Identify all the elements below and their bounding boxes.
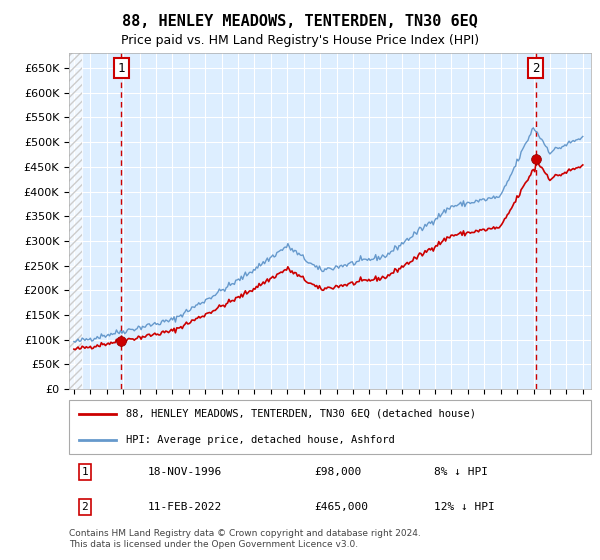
Text: 2: 2 bbox=[81, 502, 88, 512]
FancyBboxPatch shape bbox=[69, 400, 591, 454]
Text: Contains HM Land Registry data © Crown copyright and database right 2024.
This d: Contains HM Land Registry data © Crown c… bbox=[69, 529, 421, 549]
Text: 88, HENLEY MEADOWS, TENTERDEN, TN30 6EQ (detached house): 88, HENLEY MEADOWS, TENTERDEN, TN30 6EQ … bbox=[127, 409, 476, 419]
Point bbox=[116, 337, 126, 346]
Text: 1: 1 bbox=[81, 467, 88, 477]
Point bbox=[531, 155, 541, 164]
Text: 2: 2 bbox=[532, 62, 539, 74]
Text: 8% ↓ HPI: 8% ↓ HPI bbox=[434, 467, 488, 477]
Text: 11-FEB-2022: 11-FEB-2022 bbox=[148, 502, 221, 512]
Polygon shape bbox=[69, 53, 82, 389]
Text: Price paid vs. HM Land Registry's House Price Index (HPI): Price paid vs. HM Land Registry's House … bbox=[121, 34, 479, 46]
Text: HPI: Average price, detached house, Ashford: HPI: Average price, detached house, Ashf… bbox=[127, 435, 395, 445]
Text: £98,000: £98,000 bbox=[314, 467, 362, 477]
Text: 1: 1 bbox=[118, 62, 125, 74]
Text: £465,000: £465,000 bbox=[314, 502, 368, 512]
Text: 18-NOV-1996: 18-NOV-1996 bbox=[148, 467, 221, 477]
Text: 12% ↓ HPI: 12% ↓ HPI bbox=[434, 502, 495, 512]
Text: 88, HENLEY MEADOWS, TENTERDEN, TN30 6EQ: 88, HENLEY MEADOWS, TENTERDEN, TN30 6EQ bbox=[122, 14, 478, 29]
